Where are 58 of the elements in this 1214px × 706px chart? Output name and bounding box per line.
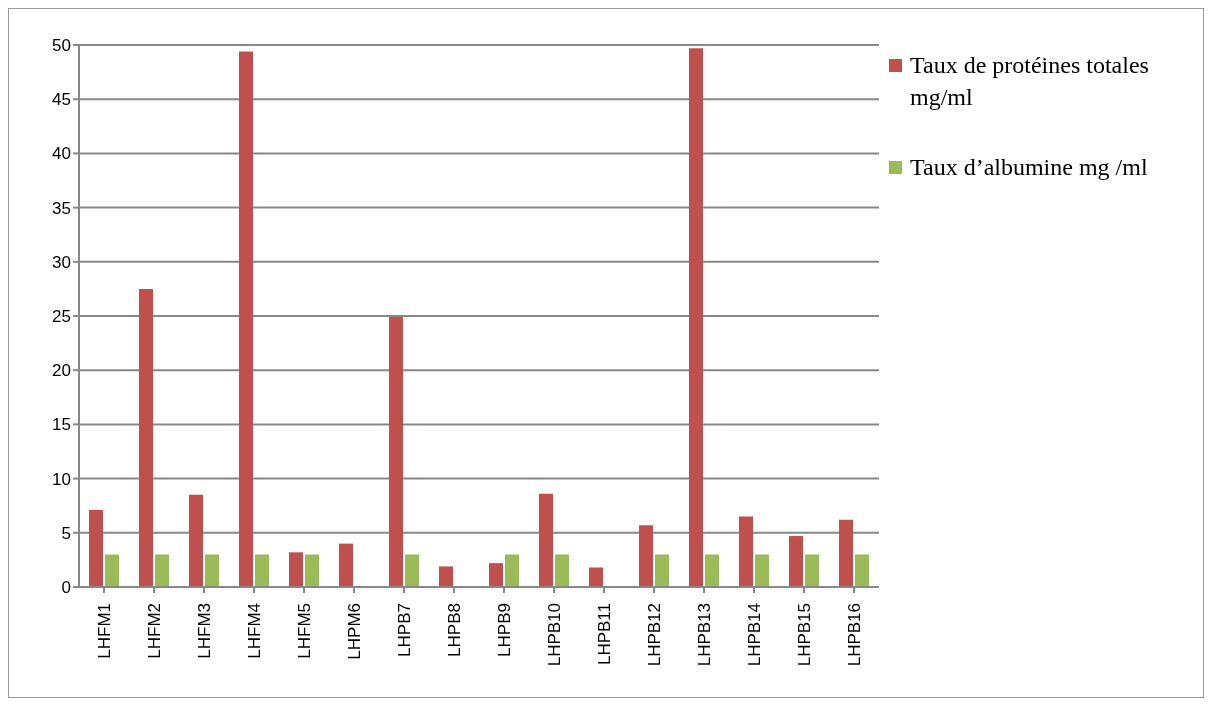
bar xyxy=(155,554,169,587)
bar xyxy=(855,554,869,587)
bar xyxy=(239,51,253,587)
x-tick-label: LHFM3 xyxy=(194,603,214,659)
bar xyxy=(405,554,419,587)
bar xyxy=(289,552,303,587)
x-tick-label: LHPB12 xyxy=(644,603,664,667)
x-tick-label: LHFM4 xyxy=(244,603,264,659)
y-tick-label: 5 xyxy=(61,523,71,543)
x-tick-label: LHPB13 xyxy=(694,603,714,667)
y-tick-label: 45 xyxy=(52,90,71,110)
bar xyxy=(89,510,103,587)
legend-label: Taux de protéines totales mg/ml xyxy=(910,51,1150,112)
bar xyxy=(205,554,219,587)
bar xyxy=(755,554,769,587)
bar xyxy=(105,554,119,587)
y-tick-label: 40 xyxy=(52,144,71,164)
x-tick-label: LHPB7 xyxy=(394,603,414,657)
bar xyxy=(839,519,853,587)
bar xyxy=(255,554,269,587)
bar xyxy=(305,554,319,587)
y-tick-label: 15 xyxy=(52,415,71,435)
bar xyxy=(555,554,569,587)
x-tick-label: LHPB9 xyxy=(494,603,514,657)
x-tick-label: LHPB14 xyxy=(744,603,764,667)
x-tick-label: LHPB15 xyxy=(794,603,814,667)
bar xyxy=(789,536,803,587)
x-tick-label: LHFM2 xyxy=(144,603,164,659)
y-tick-label: 50 xyxy=(52,36,71,56)
bar xyxy=(689,48,703,587)
x-tick-label: LHPB11 xyxy=(594,603,614,666)
y-tick-label: 30 xyxy=(52,252,71,272)
bar xyxy=(389,317,403,587)
bar xyxy=(705,554,719,587)
y-tick-label: 35 xyxy=(52,198,71,218)
y-tick-label: 20 xyxy=(52,361,71,381)
bar xyxy=(489,563,503,587)
x-tick-label: LHPB10 xyxy=(544,603,564,667)
bar xyxy=(589,567,603,587)
bar xyxy=(655,554,669,587)
bar xyxy=(805,554,819,587)
y-tick-label: 10 xyxy=(52,469,71,489)
bar xyxy=(139,288,153,587)
x-tick-label: LHPB16 xyxy=(844,603,864,667)
legend-label: Taux d’albumine mg /ml xyxy=(910,153,1148,182)
bar xyxy=(439,566,453,587)
y-tick-label: 25 xyxy=(52,307,71,327)
bar xyxy=(189,494,203,587)
bar xyxy=(339,543,353,587)
bar xyxy=(505,554,519,587)
x-tick-label: LHFM5 xyxy=(294,603,314,659)
bar xyxy=(539,493,553,587)
bar xyxy=(639,525,653,587)
x-tick-label: LHFM1 xyxy=(94,603,114,659)
x-tick-label: LHPM6 xyxy=(344,603,364,660)
bar xyxy=(739,516,753,587)
y-tick-label: 0 xyxy=(61,578,71,598)
x-tick-label: LHPB8 xyxy=(444,603,464,657)
